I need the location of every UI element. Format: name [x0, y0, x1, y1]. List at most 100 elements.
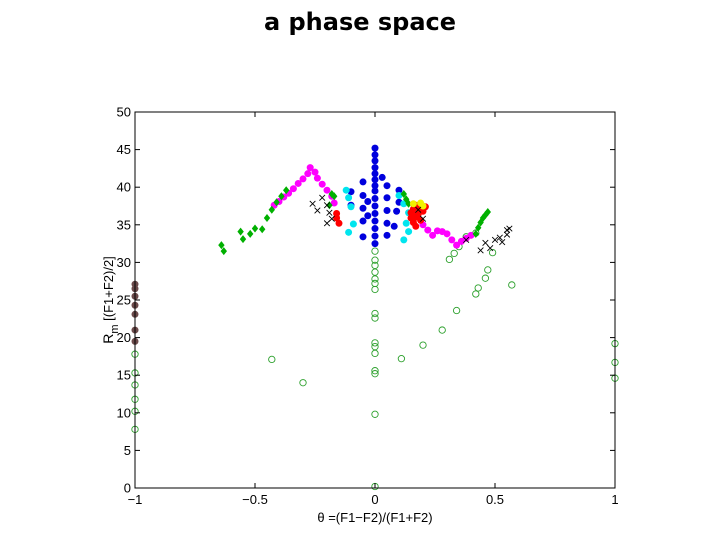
data-point: [371, 339, 379, 347]
data-point: [390, 222, 398, 230]
data-layer: [131, 144, 619, 491]
data-point: [331, 192, 338, 201]
data-point: [371, 151, 379, 159]
data-point: [484, 208, 491, 217]
data-point: [268, 355, 276, 364]
data-point: [371, 256, 379, 264]
data-point: [259, 225, 266, 234]
data-point: [263, 214, 271, 223]
data-point: [345, 228, 353, 236]
data-point: [371, 285, 379, 294]
data-point: [417, 216, 425, 224]
series-green-diamond: [218, 186, 491, 256]
data-point: [359, 233, 367, 241]
data-point: [463, 236, 470, 243]
y-tick-label: 0: [124, 481, 131, 496]
x-tick-label: 1: [611, 492, 618, 507]
data-point: [415, 206, 422, 213]
y-axis-label-rest: [(F1+F2)/2]: [101, 256, 116, 324]
data-point: [475, 223, 482, 232]
data-point: [371, 187, 379, 195]
data-point: [371, 275, 379, 283]
data-point: [371, 182, 379, 190]
data-point: [383, 182, 391, 190]
y-tick-label: 50: [117, 105, 131, 120]
data-point: [371, 157, 379, 165]
data-point: [359, 191, 367, 199]
data-point: [400, 189, 407, 198]
data-point: [319, 194, 326, 201]
data-point: [452, 306, 461, 315]
data-point: [347, 203, 355, 211]
data-point: [309, 200, 316, 207]
data-point: [359, 204, 367, 212]
data-point: [412, 222, 420, 230]
data-point: [323, 220, 331, 227]
data-point: [481, 274, 490, 282]
data-point: [306, 164, 314, 172]
data-point: [237, 227, 244, 236]
data-point: [438, 326, 446, 334]
data-point: [371, 225, 379, 233]
data-point: [496, 234, 503, 241]
data-point: [371, 279, 379, 288]
data-point: [318, 180, 326, 188]
data-point: [472, 290, 480, 298]
data-point: [371, 314, 379, 322]
data-point: [371, 202, 379, 210]
data-point: [443, 230, 451, 238]
data-point: [484, 266, 492, 274]
data-point: [508, 281, 516, 289]
data-point: [289, 185, 297, 193]
series-red: [333, 201, 429, 230]
data-point: [294, 179, 302, 187]
data-point: [467, 231, 475, 239]
data-point: [371, 210, 379, 218]
x-tick-label: −0.5: [242, 492, 268, 507]
data-point: [299, 175, 307, 183]
data-point: [506, 225, 513, 232]
data-point: [409, 200, 417, 208]
y-tick-label: 40: [117, 180, 131, 195]
data-point: [335, 219, 343, 227]
data-point: [402, 219, 410, 227]
data-point: [311, 168, 319, 176]
y-axis-label: Rm [(F1+F2)/2]: [100, 256, 121, 344]
data-point: [371, 261, 379, 270]
data-point: [371, 176, 379, 184]
chart-title: a phase space: [263, 8, 457, 36]
data-point: [220, 247, 227, 256]
data-point: [371, 268, 379, 276]
data-point: [371, 370, 379, 378]
data-point: [371, 309, 379, 318]
data-point: [273, 198, 280, 207]
y-tick-label: 20: [117, 330, 131, 345]
data-point: [419, 202, 427, 210]
data-point: [429, 231, 437, 239]
data-point: [419, 341, 427, 349]
data-point: [477, 247, 484, 254]
data-point: [371, 144, 379, 152]
data-point: [472, 229, 479, 238]
data-point: [419, 215, 427, 222]
y-axis-label-main: R: [100, 334, 116, 344]
data-point: [383, 231, 391, 239]
data-point: [314, 207, 321, 214]
series-yellow: [409, 199, 427, 210]
y-tick-label: 15: [117, 368, 131, 383]
data-point: [299, 379, 307, 387]
data-point: [448, 236, 456, 244]
data-point: [383, 194, 391, 202]
series-blue: [347, 144, 403, 248]
data-point: [474, 284, 482, 292]
data-point: [342, 186, 350, 194]
data-point: [239, 235, 247, 244]
data-point: [359, 217, 367, 225]
y-tick-label: 10: [117, 405, 131, 420]
data-point: [304, 170, 312, 178]
series-open-green: [131, 229, 619, 491]
data-point: [424, 226, 432, 234]
data-point: [405, 228, 413, 236]
